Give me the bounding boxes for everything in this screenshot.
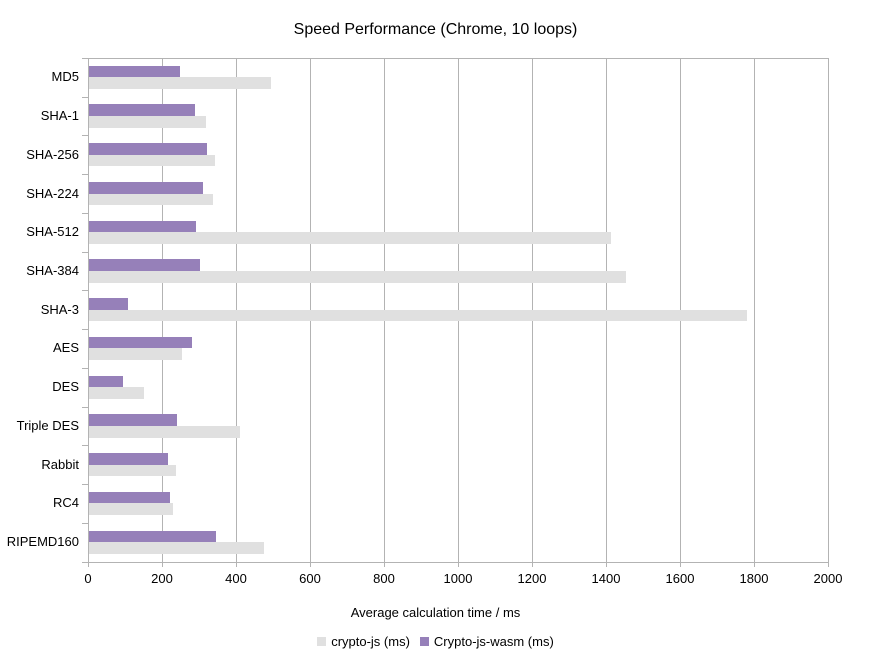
x-tick-1000	[458, 561, 459, 567]
y-axis-label-sha-3: SHA-3	[40, 301, 79, 317]
bar-crypto-js-wasm-ms-ripemd160	[89, 530, 217, 543]
y-axis-label-sha-1: SHA-1	[40, 108, 79, 124]
legend-item-crypto-js-wasm-ms: Crypto-js-wasm (ms)	[419, 634, 554, 649]
y-tick	[82, 329, 88, 331]
x-tick-1200	[532, 561, 533, 567]
bar-crypto-js-wasm-ms-sha-256	[89, 143, 207, 155]
bar-crypto-js-wasm-ms-sha-512	[89, 220, 196, 233]
bar-crypto-js-ms-sha-1	[89, 116, 206, 128]
bar-crypto-js-ms-md5	[89, 77, 272, 89]
y-tick	[82, 135, 88, 137]
bar-crypto-js-wasm-ms-sha-224	[89, 181, 204, 194]
bar-crypto-js-ms-sha-224	[89, 193, 214, 206]
bar-crypto-js-ms-ripemd160	[89, 542, 264, 554]
y-axis-line	[88, 58, 89, 562]
bar-crypto-js-ms-sha-256	[89, 154, 216, 167]
y-axis-label-aes: AES	[52, 340, 79, 356]
legend-swatch-crypto-js-wasm-ms	[419, 637, 429, 646]
y-tick	[82, 367, 88, 369]
x-tick-label-0: 0	[84, 570, 92, 586]
bar-crypto-js-ms-des	[89, 387, 145, 399]
y-tick	[82, 484, 88, 486]
y-axis-label-rabbit: Rabbit	[41, 456, 79, 472]
legend-swatch-crypto-js-ms	[317, 637, 327, 646]
y-axis-label-sha-224: SHA-224	[26, 185, 79, 201]
bar-crypto-js-ms-sha-3	[89, 309, 747, 322]
y-tick	[82, 212, 88, 214]
legend-label-crypto-js-ms: crypto-js (ms)	[331, 634, 410, 649]
bar-crypto-js-wasm-ms-sha-3	[89, 298, 128, 310]
bar-crypto-js-wasm-ms-aes	[89, 336, 192, 349]
y-axis-label-rc4: RC4	[52, 495, 79, 511]
legend-label-crypto-js-wasm-ms: Crypto-js-wasm (ms)	[433, 634, 554, 649]
y-axis-label-sha-512: SHA-512	[26, 224, 79, 240]
x-tick-label-1000: 1000	[443, 570, 473, 586]
x-tick-label-1400: 1400	[591, 570, 621, 586]
y-tick	[82, 290, 88, 292]
y-tick	[82, 58, 88, 59]
gridline-1800	[754, 58, 755, 562]
y-tick	[82, 445, 88, 447]
y-axis-label-md5: MD5	[51, 69, 79, 85]
y-tick	[82, 251, 88, 253]
x-tick-1600	[680, 561, 681, 567]
x-tick-2000	[828, 561, 829, 567]
bar-crypto-js-wasm-ms-sha-1	[89, 104, 195, 117]
y-tick	[82, 174, 88, 176]
y-tick	[82, 406, 88, 408]
bar-crypto-js-wasm-ms-sha-384	[89, 259, 200, 271]
y-tick	[82, 522, 88, 524]
y-tick	[82, 96, 88, 98]
x-tick-1800	[754, 561, 755, 567]
x-tick-1400	[606, 561, 607, 567]
x-tick-label-1200: 1200	[517, 570, 547, 586]
y-tick	[82, 561, 88, 563]
legend: crypto-js (ms) Crypto-js-wasm (ms)	[0, 634, 871, 649]
y-axis-label-ripemd160: RIPEMD160	[6, 534, 79, 550]
bar-crypto-js-wasm-ms-rc4	[89, 491, 170, 504]
x-tick-400	[236, 561, 237, 567]
bar-crypto-js-ms-aes	[89, 348, 182, 361]
x-tick-label-1800: 1800	[739, 570, 769, 586]
x-axis-title: Average calculation time / ms	[350, 605, 521, 620]
bar-crypto-js-wasm-ms-triple-des	[89, 414, 178, 426]
x-tick-label-600: 600	[299, 570, 321, 586]
bar-crypto-js-ms-rabbit	[89, 464, 176, 477]
x-tick-800	[384, 561, 385, 567]
x-tick-200	[162, 561, 163, 567]
x-tick-label-800: 800	[373, 570, 395, 586]
x-tick-label-400: 400	[225, 570, 247, 586]
x-tick-label-2000: 2000	[813, 570, 843, 586]
y-axis-label-sha-384: SHA-384	[26, 263, 79, 279]
chart-title: Speed Performance (Chrome, 10 loops)	[293, 21, 578, 38]
x-tick-label-1600: 1600	[665, 570, 695, 586]
bar-crypto-js-ms-triple-des	[89, 425, 240, 438]
bar-crypto-js-ms-sha-384	[89, 271, 626, 283]
x-tick-600	[310, 561, 311, 567]
bar-crypto-js-ms-sha-512	[89, 232, 612, 244]
legend-item-crypto-js-ms: crypto-js (ms)	[317, 634, 410, 649]
bar-crypto-js-wasm-ms-rabbit	[89, 453, 169, 465]
gridline-2000	[828, 58, 829, 562]
x-tick-label-200: 200	[151, 570, 173, 586]
y-axis-label-sha-256: SHA-256	[26, 146, 79, 162]
y-axis-label-triple-des: Triple DES	[16, 417, 79, 433]
y-axis-label-des: DES	[52, 379, 79, 395]
plot-top-border	[88, 58, 828, 59]
bar-crypto-js-wasm-ms-des	[89, 375, 124, 388]
bar-crypto-js-wasm-ms-md5	[89, 65, 181, 78]
bar-crypto-js-ms-rc4	[89, 503, 174, 515]
x-tick-0	[88, 561, 89, 567]
